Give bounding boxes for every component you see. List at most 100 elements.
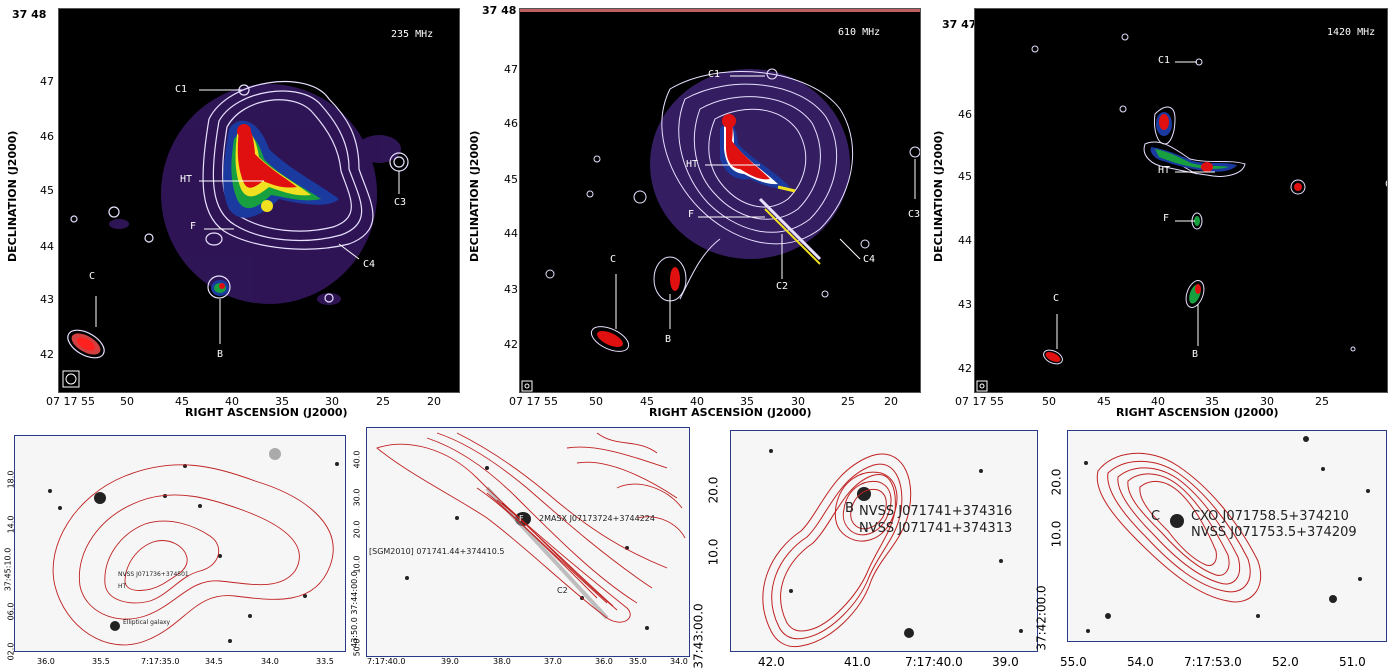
ra-tick: 35 — [1205, 395, 1219, 408]
ra-tick: 07 17 55 — [509, 395, 558, 408]
ra-tick: 25 — [841, 395, 855, 408]
source-label-c3: C3 — [394, 197, 407, 208]
frequency-label: 1420 MHz — [1327, 27, 1376, 38]
x-tick: 39.0 — [992, 655, 1019, 669]
y-tick: 30.0 — [352, 488, 362, 507]
optical-image-c: C CXO J071758.5+374210 NVSS J071753.5+37… — [1067, 430, 1387, 642]
source-label-c2: C2 — [776, 281, 789, 292]
x-tick: 7:17:40.0 — [367, 657, 406, 666]
optical-panel-ht: 18.0 14.0 37:45:10.0 06.0 02.0 NVSS J0 — [0, 425, 347, 668]
x-tick: 34.0 — [670, 657, 688, 666]
radio-panel-610: 37 48 DECLINATION (J2000) 47 46 45 44 43… — [464, 0, 926, 420]
ra-tick: 07 17 55 — [955, 395, 1004, 408]
source-label-c1: C1 — [1158, 55, 1171, 66]
annotation-nvss-ht: NVSS J071736+374501 — [118, 571, 189, 578]
x-tick: 33.5 — [316, 657, 334, 666]
source-label-c: C — [1053, 293, 1060, 304]
ra-tick: 50 — [120, 395, 134, 408]
source-label-c4: C4 — [863, 254, 876, 265]
x-tick: 54.0 — [1127, 655, 1154, 669]
x-tick: 34.0 — [261, 657, 279, 666]
dec-tick: 45 — [504, 173, 518, 186]
annotation-2masx: 2MASX J07173724+3744224 — [539, 514, 655, 523]
radio-image-610: 610 MHz C1 HT F C3 C4 C2 C B — [519, 8, 921, 393]
ra-tick: 45 — [1097, 395, 1111, 408]
x-tick: 35.0 — [629, 657, 647, 666]
optical-image-f: F 2MASX J07173724+3744224 [SGM2010] 0717… — [366, 427, 690, 657]
contour-map — [62, 80, 409, 388]
annotation-nvss-374316: NVSS J071741+374316 — [859, 504, 1013, 519]
ra-tick: 25 — [376, 395, 390, 408]
ra-tick: 40 — [225, 395, 239, 408]
ra-axis-label: RIGHT ASCENSION (J2000) — [185, 406, 348, 419]
x-tick: 7:17:40.0 — [905, 655, 963, 669]
dec-tick: 44 — [40, 240, 54, 253]
ra-tick: 40 — [690, 395, 704, 408]
annotation-sgm2010: [SGM2010] 071741.44+374410.5 — [369, 547, 505, 556]
top-dec-label: 37 48 — [12, 8, 47, 21]
x-tick: 41.0 — [844, 655, 871, 669]
x-tick: 34.5 — [205, 657, 223, 666]
dec-tick: 45 — [958, 170, 972, 183]
source-label-f: F — [688, 209, 695, 220]
source-label-c3: C3 — [1385, 179, 1387, 190]
y-tick: 20.0 — [1049, 468, 1064, 496]
dec-tick: 47 — [40, 75, 54, 88]
frequency-label: 610 MHz — [838, 27, 881, 38]
dec-axis-label: DECLINATION (J2000) — [932, 130, 945, 262]
source-label-c3: C3 — [908, 209, 921, 220]
annotation-f: F — [519, 514, 524, 523]
ra-tick: 30 — [1260, 395, 1274, 408]
optical-panel-b: 20.0 10.0 37:43:00.0 B NVSS J071741+3743… — [692, 425, 1040, 669]
dec-tick: 42 — [958, 362, 972, 375]
optical-panel-c: 20.0 10.0 37:42:00.0 C CXO J071758.5+374… — [1035, 425, 1389, 669]
source-label-ht: HT — [180, 174, 193, 185]
dec-axis-label: DECLINATION (J2000) — [6, 130, 19, 262]
annotation-cxo: CXO J071758.5+374210 — [1191, 509, 1349, 524]
x-tick: 52.0 — [1272, 655, 1299, 669]
x-tick: 36.0 — [37, 657, 55, 666]
annotation-ht: HT — [118, 583, 127, 590]
x-tick: 7:17:35.0 — [141, 657, 180, 666]
y-tick: 43:50.0 37:44:00.0 — [349, 571, 359, 648]
source-label-f: F — [1163, 213, 1170, 224]
dec-tick: 46 — [504, 117, 518, 130]
optical-contour-overlay — [376, 432, 686, 630]
dec-tick: 43 — [40, 293, 54, 306]
x-tick: 42.0 — [758, 655, 785, 669]
optical-contour-overlay — [762, 449, 1023, 648]
dec-tick: 43 — [504, 283, 518, 296]
ra-tick: 40 — [1151, 395, 1165, 408]
radio-panel-235: 37 48 DECLINATION (J2000) 47 46 45 44 43… — [0, 0, 462, 420]
ra-axis-label: RIGHT ASCENSION (J2000) — [1116, 406, 1279, 419]
y-tick: 10.0 — [706, 538, 721, 566]
source-label-c1: C1 — [708, 69, 721, 80]
source-label-c4: C4 — [363, 259, 376, 270]
y-tick: 40.0 — [352, 450, 362, 469]
optical-panel-f: 40.0 30.0 20.0 10.0 43:50.0 37:44:00.0 5… — [350, 425, 695, 668]
radio-image-235: 235 MHz C1 HT F C3 C4 C B — [58, 8, 460, 393]
source-label-c: C — [89, 271, 96, 282]
x-tick: 39.0 — [441, 657, 459, 666]
optical-contour-overlay — [1084, 436, 1370, 633]
dec-tick: 47 — [504, 63, 518, 76]
source-label-b: B — [1192, 349, 1199, 360]
source-label-c1: C1 — [175, 84, 188, 95]
ra-tick: 30 — [325, 395, 339, 408]
ra-tick: 45 — [175, 395, 189, 408]
ra-tick: 35 — [740, 395, 754, 408]
x-tick: 35.5 — [92, 657, 110, 666]
ra-axis-label: RIGHT ASCENSION (J2000) — [649, 406, 812, 419]
source-label-ht: HT — [1158, 165, 1171, 176]
y-tick: 37:43:00.0 — [691, 603, 706, 669]
frequency-label: 235 MHz — [391, 29, 434, 40]
ra-tick: 20 — [884, 395, 898, 408]
annotation-elliptical-galaxy: Elliptical galaxy — [123, 619, 171, 626]
x-tick: 51.0 — [1339, 655, 1366, 669]
ra-tick: 25 — [1315, 395, 1329, 408]
dec-tick: 43 — [958, 298, 972, 311]
y-tick: 20.0 — [706, 476, 721, 504]
annotation-c: C — [1151, 509, 1161, 524]
y-tick: 10.0 — [1049, 520, 1064, 548]
optical-image-ht: NVSS J071736+374501 HT Elliptical galaxy — [14, 435, 346, 652]
